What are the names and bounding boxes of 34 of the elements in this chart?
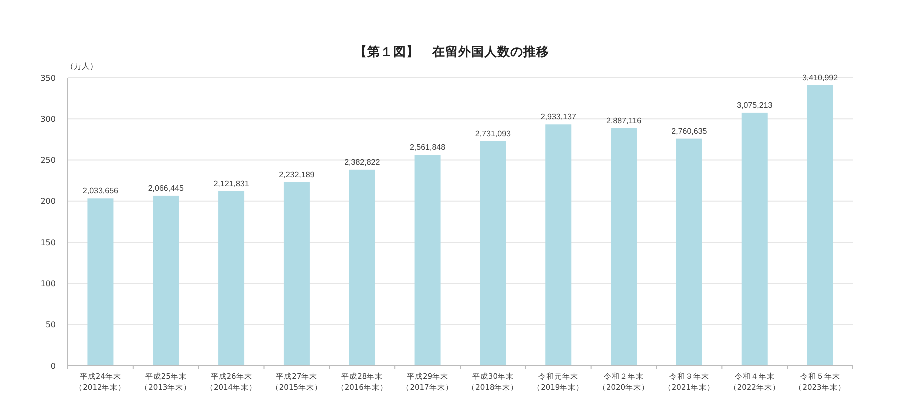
annotation: 2,033,656 [82,186,120,196]
y-tick-label: 200 [40,197,56,206]
annotation: 2,731,093 [475,129,512,138]
y-tick-label: 50 [46,320,56,330]
annotation: 2,561,848 [410,143,446,152]
bar [284,182,310,366]
bar [742,112,768,366]
annotation: 2,760,635 [672,126,708,136]
bar [153,196,180,366]
bar [480,141,506,366]
bar [611,128,638,366]
annotation: 2,066,445 [148,184,184,193]
bar [88,198,114,366]
annotation: 2,887,116 [606,116,642,126]
y-tick-label: 250 [40,156,56,166]
y-tick-label: 300 [40,114,56,124]
bar [807,85,834,366]
chart-title: 【第１図】 在留外国人数の推移 [354,44,550,59]
y-axis-title: （万人） [66,62,98,71]
y-tick-label: 350 [40,74,56,83]
bar [414,155,441,366]
annotation: 2,382,822 [344,158,381,167]
annotation: 2,933,137 [540,112,577,122]
bar [676,138,702,366]
bar [349,170,376,366]
annotation: 3,410,992 [802,73,839,82]
annotation: 2,232,189 [279,170,316,180]
y-tick-label: 0 [50,362,56,371]
bar [218,191,245,366]
annotation: 2,121,831 [214,179,250,188]
y-tick-label: 100 [40,280,56,289]
y-tick-label: 150 [40,238,56,248]
annotation: 3,075,213 [737,100,774,110]
bar [546,124,572,366]
